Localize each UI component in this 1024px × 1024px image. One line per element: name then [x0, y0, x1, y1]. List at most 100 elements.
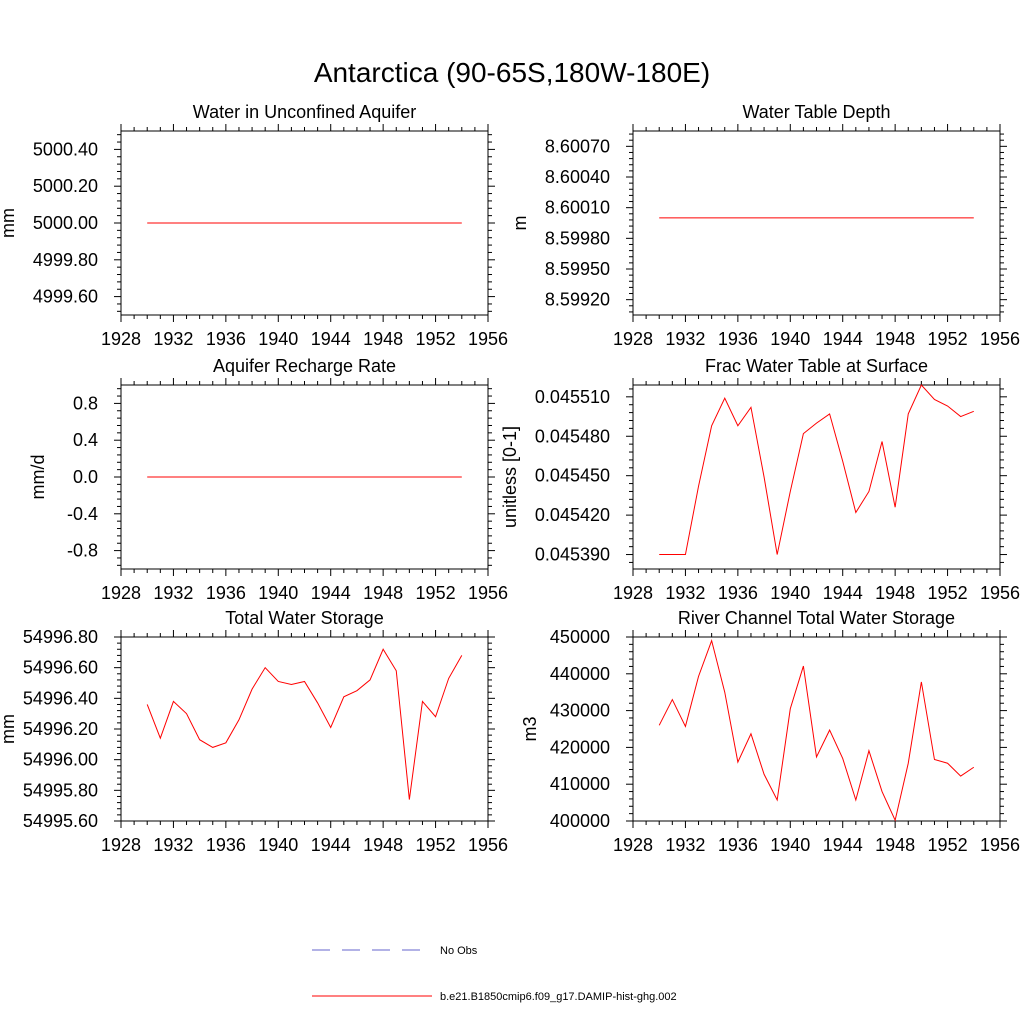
figure-title: Antarctica (90-65S,180W-180E): [314, 57, 710, 88]
x-tick-label: 1940: [258, 835, 298, 855]
x-tick-label: 1952: [928, 583, 968, 603]
y-tick-label: 420000: [550, 737, 610, 757]
plot-frame: [632, 636, 1001, 822]
y-tick-label: 4999.60: [33, 287, 98, 307]
x-tick-label: 1944: [823, 329, 863, 349]
legend-label-no-obs: No Obs: [440, 945, 478, 957]
panel-title: Water Table Depth: [742, 102, 890, 122]
y-tick-label: 8.60070: [545, 136, 610, 156]
x-tick-label: 1932: [665, 835, 705, 855]
x-tick-label: 1944: [311, 329, 351, 349]
x-tick-label: 1932: [665, 583, 705, 603]
y-tick-label: 5000.20: [33, 176, 98, 196]
y-axis-label: m3: [520, 716, 540, 741]
y-tick-label: 8.59950: [545, 259, 610, 279]
y-tick-label: 4999.80: [33, 250, 98, 270]
panel-aquifer-water: Water in Unconfined Aquifer 1928 1932 1936 1…: [0, 102, 508, 349]
y-tick-label: 410000: [550, 774, 610, 794]
y-tick-label: 5000.40: [33, 139, 98, 159]
y-tick-label: 0.4: [73, 430, 98, 450]
y-axis-label: mm: [0, 714, 18, 744]
x-tick-label: 1952: [928, 329, 968, 349]
x-tick-label: 1936: [206, 329, 246, 349]
x-tick-label: 1928: [101, 583, 141, 603]
panel-frac-water-table: Frac Water Table at Surface 1928 1932 1936 1…: [500, 356, 1020, 603]
x-tick-label: 1936: [718, 329, 758, 349]
y-tick-label: 440000: [550, 664, 610, 684]
y-tick-label: 430000: [550, 701, 610, 721]
x-tick-label: 1952: [416, 835, 456, 855]
x-tick-label: 1948: [875, 329, 915, 349]
y-tick-label: 54996.00: [23, 750, 98, 770]
y-tick-label: 0.0: [73, 467, 98, 487]
panel-title: Aquifer Recharge Rate: [213, 356, 396, 376]
y-axis-label: m: [510, 216, 530, 231]
y-tick-label: 8.60040: [545, 167, 610, 187]
series-line: [659, 384, 974, 556]
series-line: [146, 648, 463, 800]
x-tick-label: 1940: [258, 583, 298, 603]
x-tick-label: 1956: [468, 583, 508, 603]
x-tick-label: 1944: [823, 835, 863, 855]
panel-total-water-storage: Total Water Storage 1928 1932 1936 1940 1944 1…: [0, 608, 508, 855]
y-tick-label: 5000.00: [33, 213, 98, 233]
y-tick-label: 8.60010: [545, 198, 610, 218]
x-tick-label: 1928: [613, 583, 653, 603]
y-axis-label: mm/d: [28, 455, 48, 500]
legend: No Obs b.e21.B1850cmip6.f09_g17.DAMIP-hi…: [312, 945, 677, 1003]
x-tick-label: 1956: [980, 583, 1020, 603]
panel-title: Water in Unconfined Aquifer: [193, 102, 416, 122]
x-tick-label: 1928: [613, 329, 653, 349]
panels-group: Water in Unconfined Aquifer 1928 1932 1936 1…: [0, 102, 1020, 855]
x-tick-label: 1956: [980, 835, 1020, 855]
y-tick-label: 450000: [550, 627, 610, 647]
x-tick-label: 1948: [363, 835, 403, 855]
x-tick-label: 1936: [718, 835, 758, 855]
y-tick-label: -0.4: [67, 504, 98, 524]
x-tick-label: 1952: [416, 329, 456, 349]
x-tick-label: 1948: [363, 329, 403, 349]
panel-recharge-rate: Aquifer Recharge Rate 1928 1932 1936 1940 194…: [28, 356, 508, 603]
x-tick-label: 1932: [153, 835, 193, 855]
panel-title: River Channel Total Water Storage: [678, 608, 955, 628]
y-tick-label: 54996.80: [23, 627, 98, 647]
x-tick-label: 1952: [416, 583, 456, 603]
y-tick-label: 0.045420: [535, 505, 610, 525]
y-tick-label: 8.59980: [545, 228, 610, 248]
x-tick-label: 1944: [311, 583, 351, 603]
plot-frame: [632, 130, 1001, 316]
x-tick-label: 1936: [206, 835, 246, 855]
y-tick-label: 54996.40: [23, 688, 98, 708]
x-tick-label: 1936: [206, 583, 246, 603]
y-tick-label: 0.045510: [535, 387, 610, 407]
legend-label-model-run: b.e21.B1850cmip6.f09_g17.DAMIP-hist-ghg.…: [440, 991, 677, 1003]
y-tick-label: 0.045390: [535, 545, 610, 565]
plot-frame: [120, 636, 489, 822]
y-axis-label: mm: [0, 208, 18, 238]
x-tick-label: 1940: [770, 583, 810, 603]
y-tick-label: 54995.80: [23, 780, 98, 800]
y-tick-label: 400000: [550, 811, 610, 831]
x-tick-label: 1944: [311, 835, 351, 855]
x-tick-label: 1940: [770, 835, 810, 855]
x-tick-label: 1956: [468, 329, 508, 349]
panel-title: Total Water Storage: [225, 608, 383, 628]
y-tick-label: 54996.60: [23, 658, 98, 678]
x-tick-label: 1928: [101, 835, 141, 855]
x-tick-label: 1940: [258, 329, 298, 349]
x-tick-label: 1944: [823, 583, 863, 603]
x-tick-label: 1956: [468, 835, 508, 855]
x-tick-label: 1956: [980, 329, 1020, 349]
y-tick-label: 8.59920: [545, 290, 610, 310]
panel-water-table-depth: Water Table Depth 1928 1932 1936 1940 1944 194…: [510, 102, 1020, 349]
x-tick-label: 1948: [875, 835, 915, 855]
y-tick-label: 0.045480: [535, 426, 610, 446]
x-tick-label: 1952: [928, 835, 968, 855]
x-tick-label: 1932: [153, 583, 193, 603]
x-tick-label: 1940: [770, 329, 810, 349]
y-tick-label: -0.8: [67, 541, 98, 561]
x-tick-label: 1936: [718, 583, 758, 603]
y-tick-label: 54995.60: [23, 811, 98, 831]
panel-river-channel-storage: River Channel Total Water Storage 1928 193…: [520, 608, 1020, 855]
